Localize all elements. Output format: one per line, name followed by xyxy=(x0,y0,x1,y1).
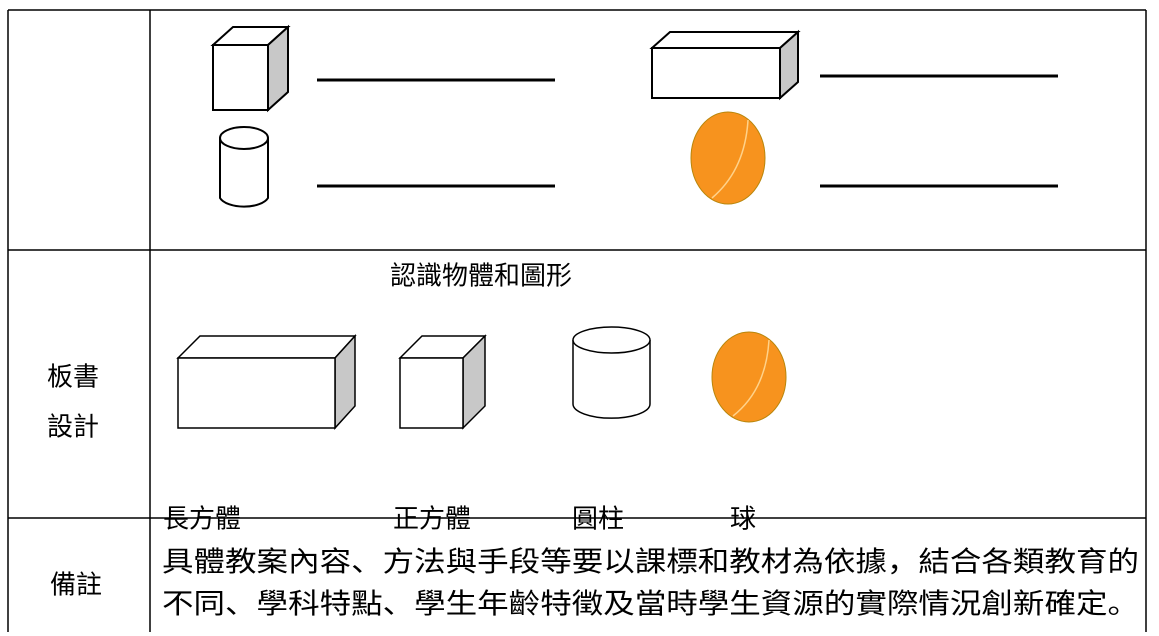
row-label: 備註 xyxy=(50,571,102,601)
table-grid xyxy=(7,9,1147,632)
shape-label: 圓柱 xyxy=(572,505,624,535)
remarks-text: 不同、學科特點、學生年齡特徵及當時學生資源的實際情況創新確定。 xyxy=(162,587,1139,620)
shape-label: 球 xyxy=(730,505,756,535)
row-label: 板書 xyxy=(47,363,99,393)
row-label: 設計 xyxy=(47,413,99,443)
board-title: 認識物體和圖形 xyxy=(390,262,572,292)
shape-label: 正方體 xyxy=(393,505,471,535)
board-shapes xyxy=(176,326,787,430)
worksheet-shapes xyxy=(210,24,1058,208)
remarks-text: 具體教案內容、方法與手段等要以課標和教材為依據，結合各類教育的 xyxy=(162,545,1139,578)
shape-label: 長方體 xyxy=(163,505,241,535)
